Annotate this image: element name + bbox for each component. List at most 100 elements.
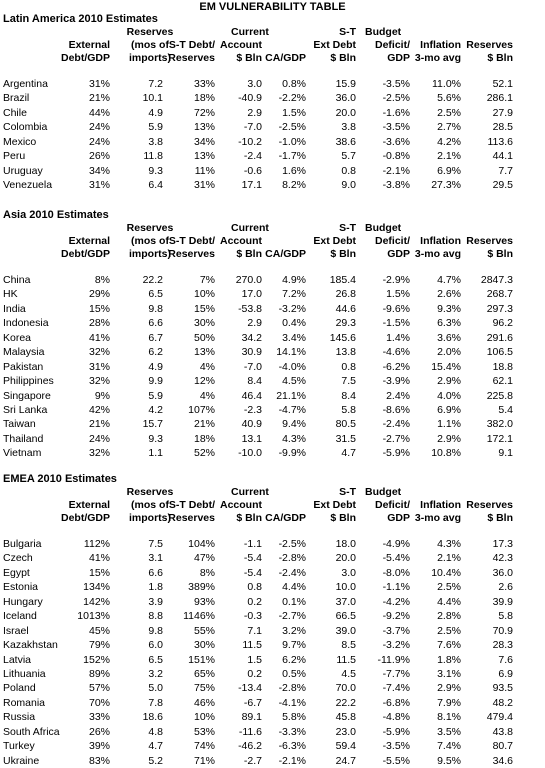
inflation-3mo-cell: 3.6%: [437, 331, 461, 344]
current-account-cell: -5.4: [243, 552, 262, 565]
inflation-3mo-cell: 9.5%: [437, 754, 461, 767]
reserves-months-cell: 15.7: [142, 418, 163, 431]
inflation-3mo-cell: 3.5%: [437, 725, 461, 738]
st-ext-debt-cell: 20.0: [335, 552, 356, 565]
external-debt-gdp-cell: 89%: [88, 667, 110, 680]
country-name: Argentina: [3, 78, 48, 90]
header-budget-deficit-gdp: GDP: [387, 52, 410, 64]
st-ext-debt-cell: 59.4: [335, 740, 356, 753]
budget-deficit-gdp-cell: -8.0%: [382, 566, 410, 579]
inflation-3mo-cell: 6.9%: [437, 403, 461, 416]
external-debt-gdp-cell: 32%: [88, 447, 110, 460]
current-account-cell: -10.2: [238, 135, 262, 148]
header-current-account: $ Bln: [236, 52, 262, 64]
reserves-bln-cell: 43.8: [492, 725, 513, 738]
reserves-months-cell: 7.8: [148, 696, 163, 709]
ca-gdp-cell: -4.1%: [278, 696, 306, 709]
st-debt-reserves-cell: 13%: [193, 346, 215, 359]
current-account-cell: -2.3: [243, 403, 262, 416]
reserves-months-cell: 4.9: [148, 106, 163, 119]
country-name: South Africa: [3, 725, 60, 738]
st-debt-reserves-cell: 10%: [193, 288, 215, 301]
country-name: Pakistan: [3, 360, 44, 373]
st-ext-debt-cell: 36.0: [335, 92, 356, 105]
current-account-cell: -2.4: [243, 150, 262, 163]
reserves-bln-cell: 29.5: [492, 179, 513, 192]
reserves-bln-cell: 5.4: [498, 403, 513, 416]
st-ext-debt-cell: 24.7: [335, 754, 356, 767]
reserves-months-cell: 4.2: [148, 403, 163, 416]
budget-deficit-gdp-cell: -2.7%: [382, 432, 410, 445]
table-row: HK 29% 6.5 10% 17.0 7.2% 26.8 1.5% 2.6% 268.7: [0, 287, 545, 301]
table-row: Philippines 32% 9.9 12% 8.4 4.5% 7.5 -3.9% 2.9% 6…: [0, 374, 545, 388]
reserves-bln-cell: 62.1: [492, 375, 513, 388]
reserves-months-cell: 5.0: [148, 682, 163, 695]
st-ext-debt-cell: 39.0: [335, 624, 356, 637]
section-title: EMEA 2010 Estimates: [3, 473, 117, 485]
header-st-ext-debt: $ Bln: [330, 248, 356, 260]
header-budget-deficit-gdp: Budget: [365, 26, 402, 38]
country-name: Uruguay: [3, 164, 43, 177]
reserves-months-cell: 6.2: [148, 346, 163, 359]
st-debt-reserves-cell: 151%: [188, 653, 215, 666]
inflation-3mo-cell: 6.3%: [437, 317, 461, 330]
inflation-3mo-cell: 8.1%: [437, 711, 461, 724]
header-st-ext-debt: S-T: [339, 26, 356, 38]
budget-deficit-gdp-cell: -2.5%: [382, 92, 410, 105]
reserves-months-cell: 5.9: [148, 121, 163, 134]
country-name: Poland: [3, 682, 36, 695]
st-ext-debt-cell: 20.0: [335, 106, 356, 119]
country-name: Estonia: [3, 581, 39, 594]
table-row: Malaysia 32% 6.2 13% 30.9 14.1% 13.8 -4.6% 2.0% 1…: [0, 345, 545, 359]
st-ext-debt-cell: 38.6: [335, 135, 356, 148]
header-budget-deficit-gdp: GDP: [387, 248, 410, 260]
header-external-debt-gdp: External: [68, 499, 110, 511]
reserves-months-cell: 7.5: [148, 538, 163, 550]
current-account-cell: -11.6: [238, 725, 262, 738]
current-account-cell: 30.9: [241, 346, 262, 359]
budget-deficit-gdp-cell: -3.8%: [382, 179, 410, 192]
data-rows: China 8% 22.2 7% 270.0 4.9% 185.4 -2.9% 4.7% 2847…: [0, 273, 545, 461]
external-debt-gdp-cell: 57%: [88, 682, 110, 695]
country-name: Czech: [3, 552, 33, 565]
header-external-debt-gdp: External: [68, 39, 110, 51]
table-row: Chile 44% 4.9 72% 2.9 1.5% 20.0 -1.6% 2.5% 27.9: [0, 106, 545, 120]
header-ca-gdp: CA/GDP: [265, 512, 306, 524]
st-debt-reserves-cell: 1146%: [183, 610, 215, 623]
reserves-bln-cell: 225.8: [486, 389, 513, 402]
table-row: Taiwan 21% 15.7 21% 40.9 9.4% 80.5 -2.4% 1.1% 382…: [0, 417, 545, 431]
st-ext-debt-cell: 3.8: [341, 121, 356, 134]
st-ext-debt-cell: 66.5: [335, 610, 356, 623]
table-row: Sri Lanka 42% 4.2 107% -2.3 -4.7% 5.8 -8.6% 6.9%…: [0, 403, 545, 417]
ca-gdp-cell: 14.1%: [276, 346, 306, 359]
section-title: Asia 2010 Estimates: [3, 209, 109, 221]
country-name: HK: [3, 288, 18, 301]
external-debt-gdp-cell: 24%: [88, 135, 110, 148]
external-debt-gdp-cell: 31%: [88, 78, 110, 90]
ca-gdp-cell: 1.6%: [282, 164, 306, 177]
current-account-cell: 11.5: [242, 639, 262, 652]
reserves-months-cell: 11.8: [143, 150, 163, 163]
country-name: Iceland: [3, 610, 37, 623]
inflation-3mo-cell: 3.1%: [437, 667, 461, 680]
st-debt-reserves-cell: 389%: [188, 581, 215, 594]
ca-gdp-cell: 4.9%: [282, 274, 306, 286]
current-account-cell: 34.2: [241, 331, 262, 344]
ca-gdp-cell: 4.5%: [282, 375, 306, 388]
st-debt-reserves-cell: 71%: [193, 754, 215, 767]
budget-deficit-gdp-cell: -6.2%: [382, 360, 410, 373]
st-ext-debt-cell: 10.0: [335, 581, 356, 594]
ca-gdp-cell: 3.4%: [282, 331, 306, 344]
current-account-cell: -53.8: [238, 302, 262, 315]
header-reserves-months: Reserves: [126, 486, 174, 498]
header-st-ext-debt: $ Bln: [330, 512, 356, 524]
header-ca-gdp: CA/GDP: [265, 248, 306, 260]
reserves-months-cell: 5.9: [148, 389, 163, 402]
ca-gdp-cell: -6.3%: [278, 740, 306, 753]
budget-deficit-gdp-cell: -6.8%: [382, 696, 410, 709]
country-name: Peru: [3, 150, 26, 163]
current-account-cell: -46.2: [238, 740, 262, 753]
reserves-bln-cell: 291.6: [486, 331, 513, 344]
table-row: Estonia 134% 1.8 389% 0.8 4.4% 10.0 -1.1% 2.5% 2.…: [0, 580, 545, 594]
ca-gdp-cell: 0.1%: [282, 595, 306, 608]
